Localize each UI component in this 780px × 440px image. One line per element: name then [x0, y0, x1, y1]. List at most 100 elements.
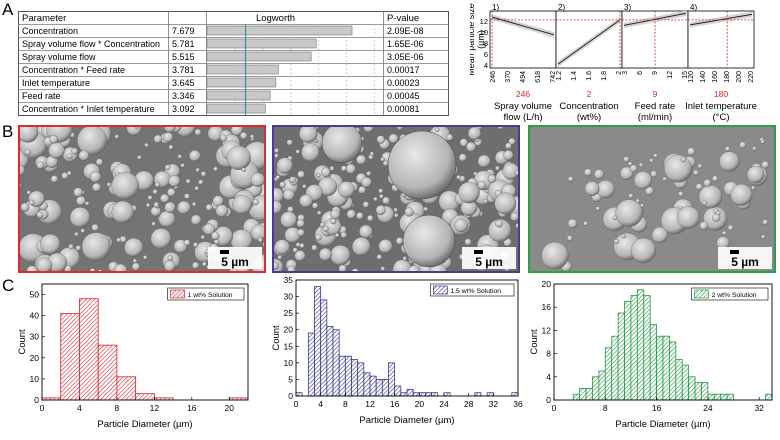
sem-particle	[20, 164, 25, 176]
sem-particle	[145, 203, 151, 208]
histogram-bar	[425, 392, 433, 397]
logworth-bar-0	[206, 25, 353, 36]
sem-particle	[184, 193, 190, 200]
histogram-bar	[375, 379, 383, 397]
sem-particle	[250, 134, 255, 139]
histogram-frame	[41, 283, 249, 401]
sem-particle	[299, 194, 313, 208]
table-param-5: Feed rate	[22, 91, 61, 101]
histogram-bar	[643, 295, 651, 401]
sem-particle	[396, 127, 404, 130]
sem-particle	[373, 196, 378, 202]
sem-particle	[163, 127, 176, 133]
table-param-4: Inlet temperature	[22, 78, 90, 88]
sem-particle	[40, 234, 61, 255]
sem-particle	[338, 264, 347, 271]
sem-particle	[583, 220, 589, 226]
sem-particle	[36, 257, 53, 271]
sem-particle	[515, 223, 518, 229]
histogram-bar	[314, 286, 322, 397]
sem-particle	[92, 182, 101, 192]
profiler-xtick: 1.8	[601, 71, 608, 81]
sem-particle	[89, 171, 102, 183]
sem-particle	[687, 147, 696, 156]
histogram-ytick-label: 0	[546, 395, 551, 405]
sem-particle	[483, 199, 488, 204]
sem-particle	[752, 146, 757, 151]
histogram-ytick-label: 20	[30, 353, 40, 363]
sem-particle	[395, 237, 404, 245]
histogram-ytick-label: 0	[34, 395, 39, 405]
sem-particle	[703, 179, 712, 187]
sem-particle	[311, 244, 318, 251]
histogram-bar	[585, 388, 593, 401]
sem-particle	[662, 176, 667, 182]
sem-particle	[26, 190, 31, 195]
sem-particle	[205, 203, 213, 211]
sem-particle	[367, 215, 374, 222]
sem-particle	[192, 261, 200, 270]
sem-particle	[91, 224, 99, 232]
table-logworth-4: 3.645	[172, 78, 195, 88]
sem-particle	[711, 175, 719, 182]
sem-particle	[195, 167, 200, 173]
sem-particle	[382, 160, 389, 167]
histogram-xtick-label: 0	[40, 403, 45, 413]
histogram-bar	[443, 392, 451, 397]
histogram-bar	[394, 385, 402, 397]
histogram-legend-box	[691, 287, 769, 301]
sem-particle	[219, 134, 228, 142]
histogram-xtick-label: 0	[294, 399, 299, 409]
sem-particle	[277, 255, 282, 260]
sem-particle	[111, 172, 139, 200]
table-logworth-3: 3.781	[172, 65, 195, 75]
sem-particle	[724, 146, 731, 152]
profiler-current-value: 246	[516, 89, 530, 99]
histogram-bar	[604, 347, 613, 401]
histogram-xtick-label: 4	[77, 403, 82, 413]
sem-particle	[454, 218, 468, 233]
logworth-bar-3	[206, 64, 279, 75]
sem-particle	[274, 239, 290, 255]
sem-particle	[458, 181, 480, 204]
sem-particle	[50, 175, 59, 183]
sem-particle-large	[321, 127, 363, 164]
profiler-xtick: 15	[682, 71, 689, 79]
histogram-ytick-label: 25	[284, 308, 294, 318]
sem-particle	[131, 262, 140, 271]
sem-particle	[289, 176, 296, 183]
histogram-xtick-label: 16	[390, 399, 400, 409]
sem-particle	[183, 239, 191, 246]
profiler-ylabel: Mean particle size(µm)	[470, 3, 486, 76]
histogram-bar	[572, 393, 581, 401]
sem-particle-large	[387, 130, 457, 200]
sem-particle	[301, 143, 320, 162]
sem-particle	[508, 137, 516, 145]
histogram-bar	[636, 289, 645, 401]
histogram-bar	[675, 359, 683, 401]
table-header-pvalue: P-value	[387, 13, 419, 24]
histogram-bar	[406, 388, 414, 397]
sem-particle-large	[402, 214, 456, 268]
sem-particle	[356, 154, 367, 165]
sem-particle	[620, 166, 634, 180]
profiler-panel-number: 2)	[558, 3, 565, 12]
histogram-xtick-label: 36	[513, 399, 523, 409]
sem-particle	[239, 132, 248, 140]
sem-particle	[653, 153, 658, 158]
sem-particle	[503, 150, 514, 161]
sem-particle	[226, 145, 251, 170]
sem-particle	[321, 167, 331, 177]
sem-particle	[177, 200, 191, 215]
sem-particle	[106, 182, 111, 187]
sem-particle	[153, 134, 163, 144]
histogram-ytick-label: 0	[288, 391, 293, 401]
sem-particle	[200, 235, 206, 240]
sem-particle	[477, 181, 486, 190]
histogram-ytick-label: 40	[30, 311, 40, 321]
sem-particle	[514, 169, 518, 176]
histogram-bar	[388, 362, 396, 397]
profiler-xlabel-1: Concentration	[559, 101, 618, 112]
histogram-xtick-label: 12	[150, 403, 160, 413]
histogram-ylabel: Count	[530, 329, 540, 355]
